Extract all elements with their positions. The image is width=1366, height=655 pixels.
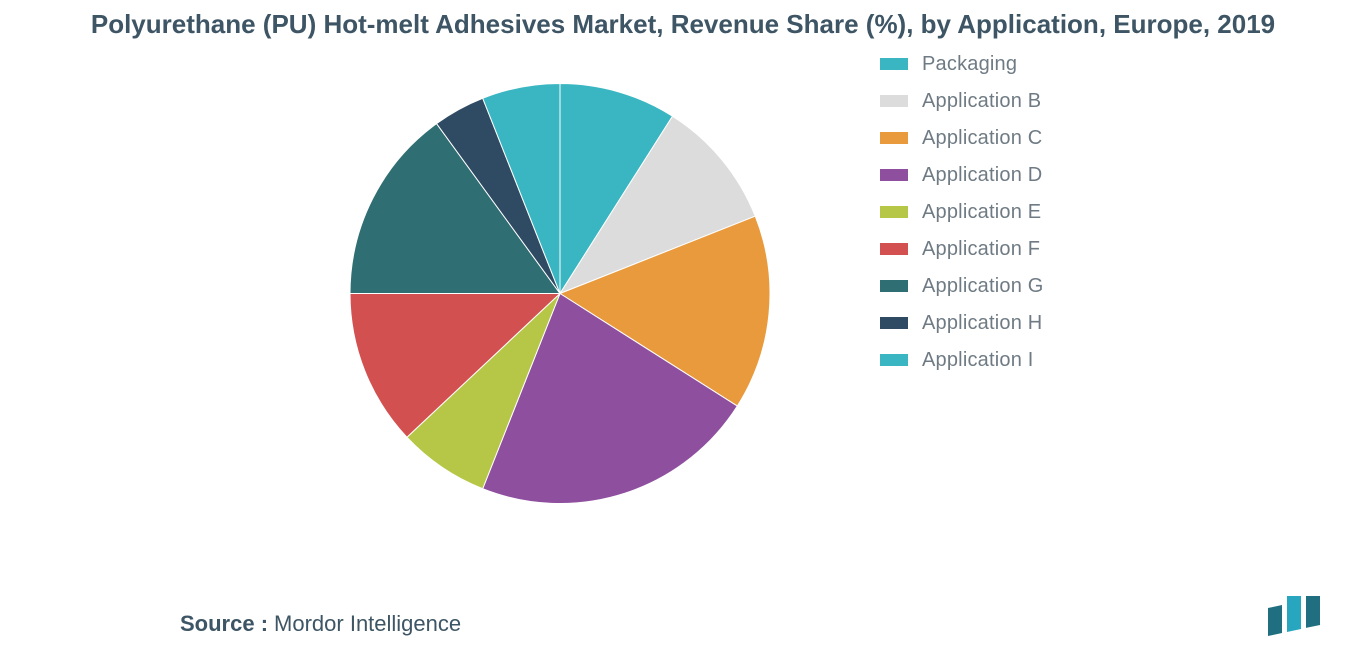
legend-item: Application C: [880, 127, 1044, 150]
legend-item: Application E: [880, 201, 1044, 224]
legend: Packaging Application B Application C Appli…: [880, 53, 1044, 386]
legend-item: Application D: [880, 164, 1044, 187]
legend-swatch: [880, 95, 908, 107]
source-label: Source :: [180, 611, 268, 637]
legend-item: Application H: [880, 312, 1044, 335]
legend-swatch: [880, 132, 908, 144]
logo-bar: [1268, 605, 1282, 636]
legend-label: Application F: [922, 238, 1040, 261]
chart-area: Packaging Application B Application C Appli…: [0, 41, 1366, 551]
logo-bar: [1306, 596, 1320, 628]
legend-swatch: [880, 280, 908, 292]
brand-logo: [1268, 596, 1320, 641]
legend-label: Packaging: [922, 53, 1017, 76]
brand-logo-icon: [1268, 596, 1320, 636]
legend-label: Application C: [922, 127, 1042, 150]
legend-swatch: [880, 243, 908, 255]
legend-item: Application G: [880, 275, 1044, 298]
legend-swatch: [880, 354, 908, 366]
legend-label: Application E: [922, 201, 1041, 224]
legend-label: Application H: [922, 312, 1042, 335]
logo-bar: [1287, 596, 1301, 632]
legend-swatch: [880, 169, 908, 181]
source-footer: Source : Mordor Intelligence: [0, 611, 1366, 637]
legend-item: Application I: [880, 349, 1044, 372]
legend-item: Application B: [880, 90, 1044, 113]
pie-chart: [350, 83, 770, 508]
legend-label: Application G: [922, 275, 1044, 298]
legend-item: Application F: [880, 238, 1044, 261]
legend-label: Application D: [922, 164, 1042, 187]
source-name: Mordor Intelligence: [274, 611, 461, 637]
chart-title: Polyurethane (PU) Hot-melt Adhesives Mar…: [0, 0, 1366, 41]
legend-swatch: [880, 206, 908, 218]
legend-label: Application B: [922, 90, 1041, 113]
legend-label: Application I: [922, 349, 1034, 372]
legend-item: Packaging: [880, 53, 1044, 76]
pie-svg: [350, 83, 770, 503]
legend-swatch: [880, 317, 908, 329]
legend-swatch: [880, 58, 908, 70]
